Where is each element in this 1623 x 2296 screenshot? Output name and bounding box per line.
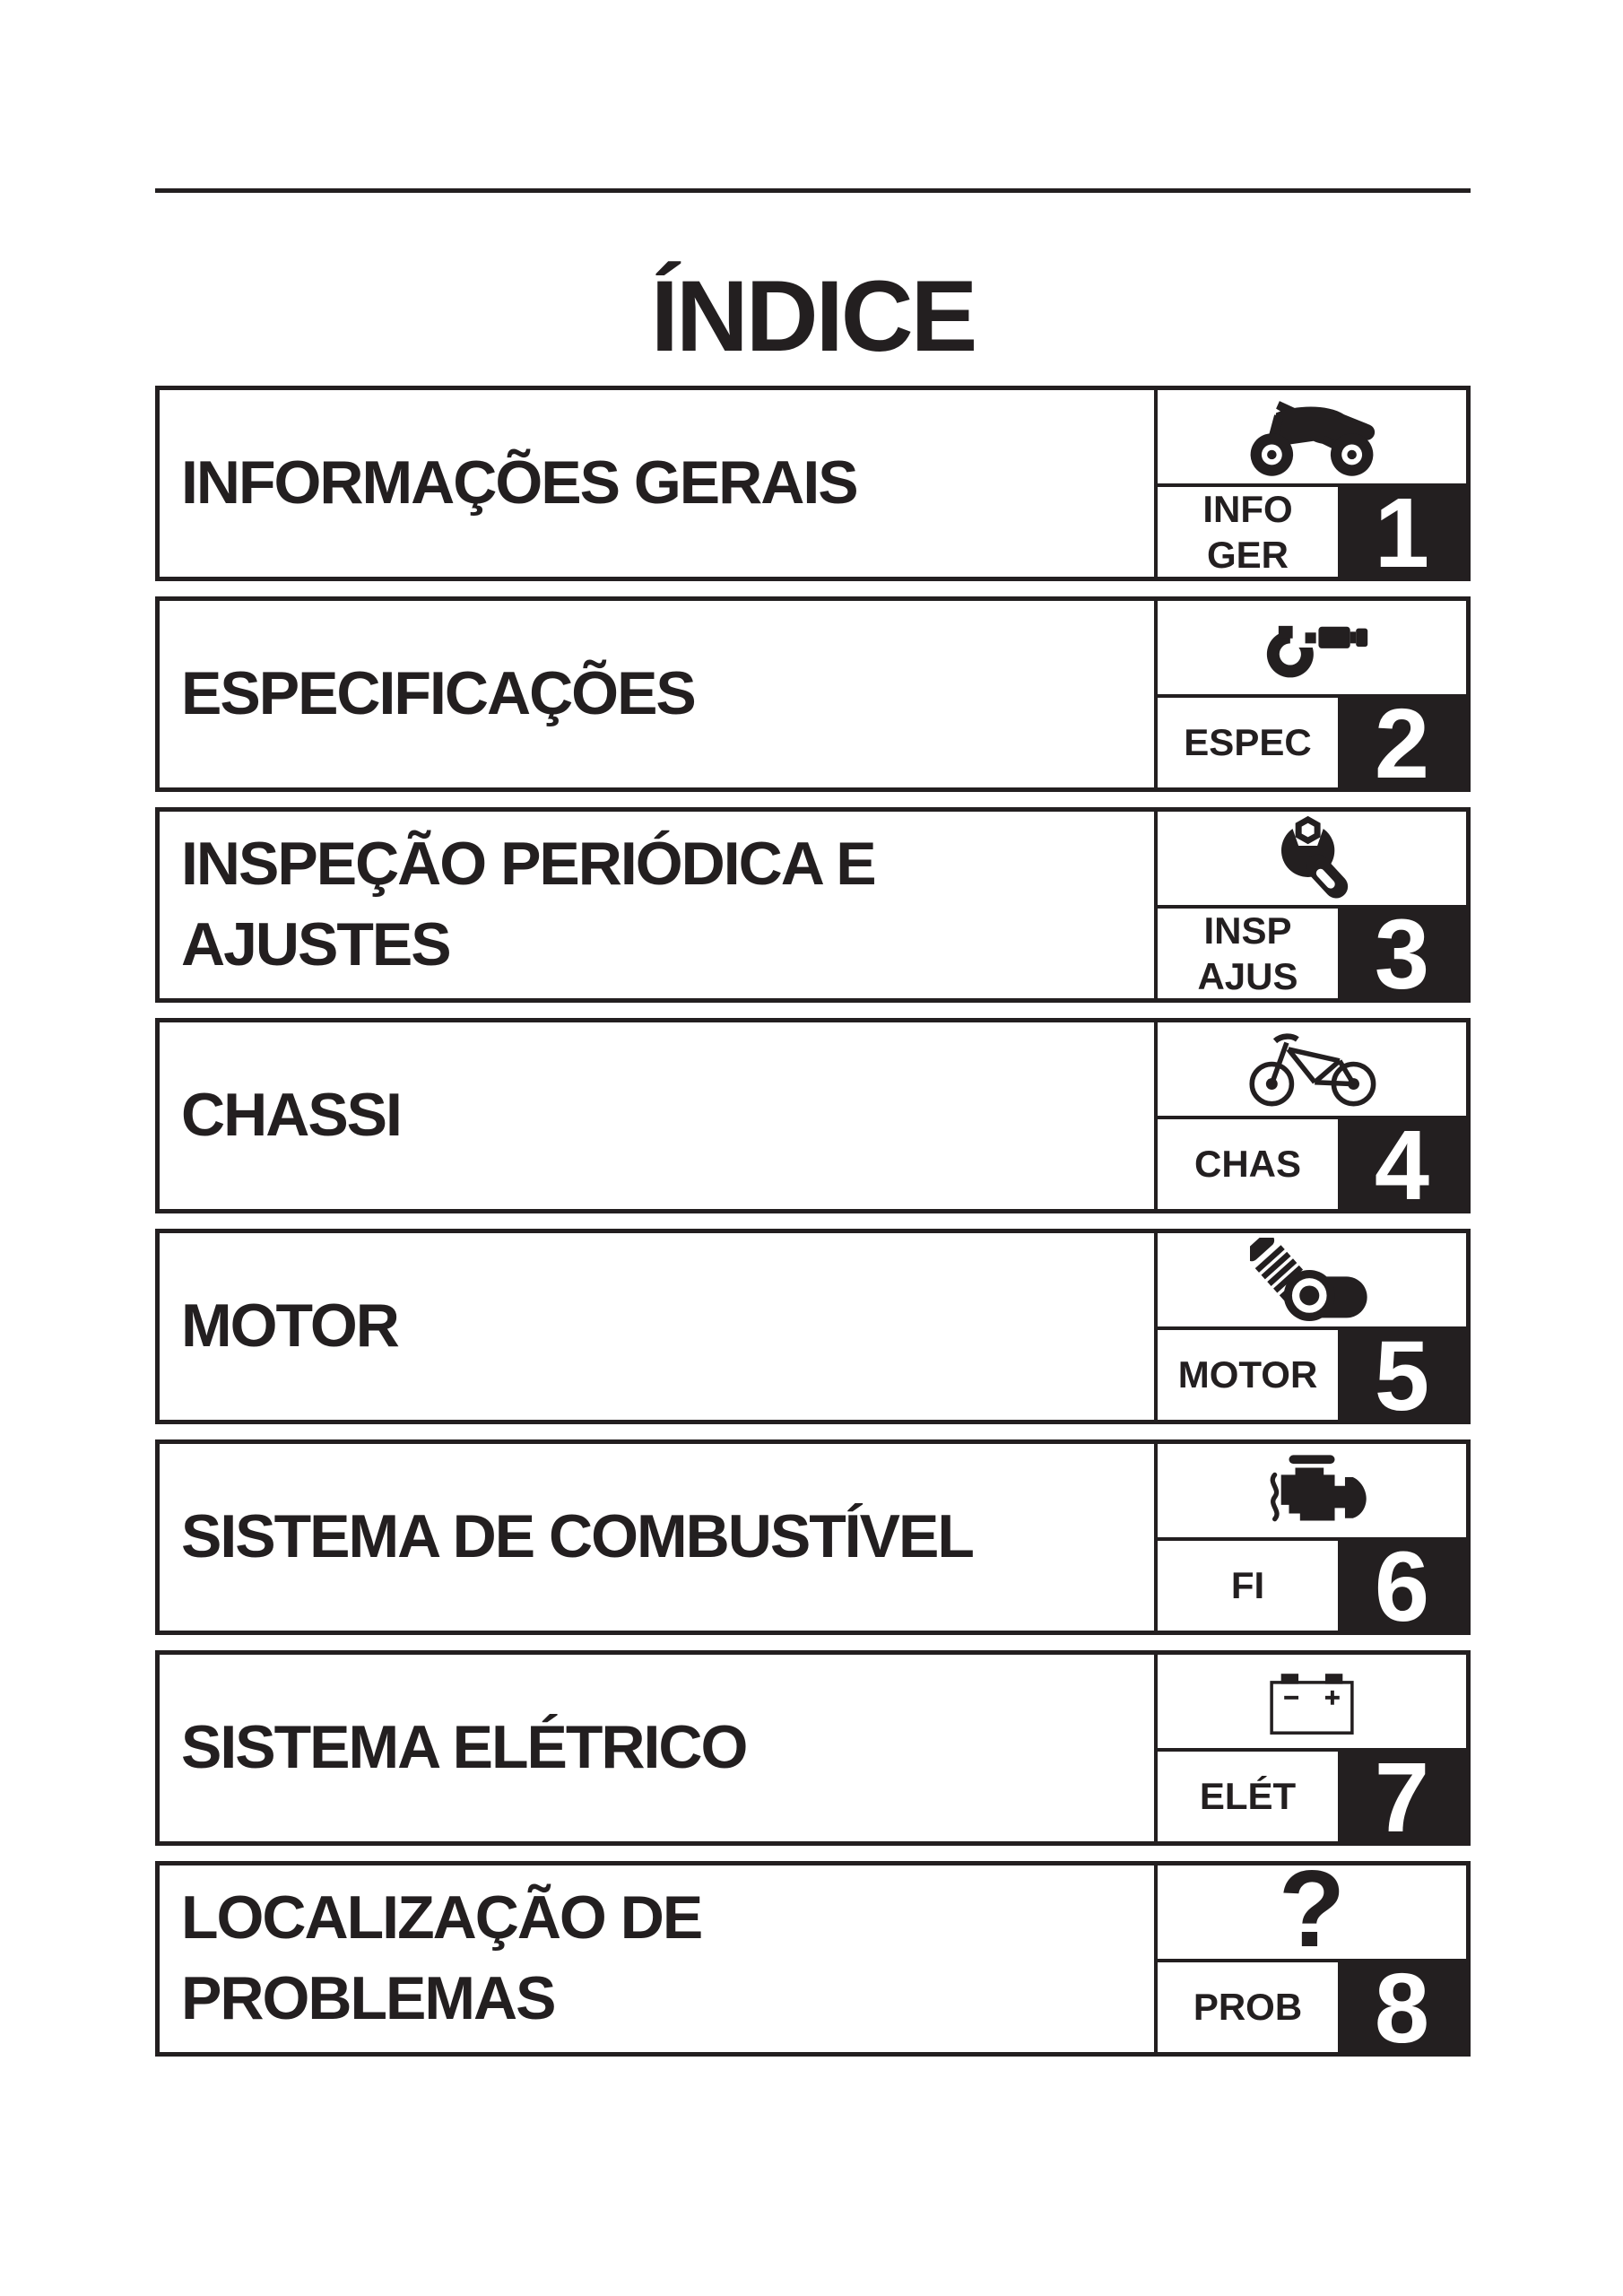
code-label: PROB xyxy=(1193,1986,1303,2029)
toc-row-sistema-combustivel: SISTEMA DE COMBUSTÍVEL FI xyxy=(155,1439,1471,1637)
chapter-tab: MOTOR 5 xyxy=(1154,1233,1466,1426)
code-label: MOTOR xyxy=(1177,1353,1318,1396)
label-row: ELÉT 7 xyxy=(1158,1748,1466,1848)
motorcycle-icon xyxy=(1250,401,1376,476)
chapter-number-box: 1 xyxy=(1338,484,1466,583)
code-label: ELÉT xyxy=(1199,1775,1297,1818)
title-rule xyxy=(155,188,1471,193)
icon-cell: ? xyxy=(1158,1866,1466,1959)
chapter-tab: ESPEC 2 xyxy=(1154,601,1466,794)
code-label: FI xyxy=(1230,1564,1265,1607)
chapter-tab: ? PROB 8 xyxy=(1154,1866,1466,2058)
chapter-number-box: 3 xyxy=(1338,906,1466,1004)
section-title: MOTOR xyxy=(181,1292,400,1361)
section-title: LOCALIZAÇÃO DE PROBLEMAS xyxy=(181,1883,703,2032)
section-title: INSPEÇÃO PERIÓDICA E AJUSTES xyxy=(181,830,877,978)
label-row: INSP AJUS 3 xyxy=(1158,905,1466,1004)
chapter-number: 3 xyxy=(1374,900,1430,1010)
chapter-number-box: 7 xyxy=(1338,1749,1466,1848)
chapter-number: 6 xyxy=(1374,1532,1430,1642)
chapter-number-box: 8 xyxy=(1338,1960,1466,2058)
section-title: SISTEMA DE COMBUSTÍVEL xyxy=(181,1502,975,1571)
section-title: SISTEMA ELÉTRICO xyxy=(181,1713,748,1782)
page-title: ÍNDICE xyxy=(650,260,978,373)
battery-icon xyxy=(1270,1674,1354,1735)
chapter-number-box: 5 xyxy=(1338,1327,1466,1426)
chapter-number-box: 2 xyxy=(1338,695,1466,794)
code-label: INSP AJUS xyxy=(1197,909,1298,997)
chapter-number-box: 6 xyxy=(1338,1538,1466,1637)
label-row: CHAS 4 xyxy=(1158,1116,1466,1215)
chapter-tab: INSP AJUS 3 xyxy=(1154,812,1466,1004)
toc-row-localizacao-problemas: LOCALIZAÇÃO DE PROBLEMAS ? PROB 8 xyxy=(155,1861,1471,2058)
toc-row-chassi: CHASSI xyxy=(155,1018,1471,1215)
engine-block-icon xyxy=(1270,1455,1367,1522)
icon-cell xyxy=(1158,1444,1466,1537)
section-title: CHASSI xyxy=(181,1081,403,1150)
icon-cell xyxy=(1158,390,1466,483)
section-title: ESPECIFICAÇÕES xyxy=(181,659,697,728)
engine-cylinder-icon xyxy=(1250,1238,1367,1321)
toc-row-motor: MOTOR xyxy=(155,1229,1471,1426)
chassis-bike-icon xyxy=(1249,1033,1376,1107)
label-row: FI 6 xyxy=(1158,1537,1466,1637)
icon-cell xyxy=(1158,1022,1466,1116)
micrometer-icon xyxy=(1266,622,1368,678)
wrench-nut-icon xyxy=(1280,814,1349,899)
code-label: CHAS xyxy=(1193,1143,1301,1186)
chapter-number: 4 xyxy=(1374,1110,1430,1221)
icon-cell xyxy=(1158,1233,1466,1326)
toc-row-informacoes-gerais: INFORMAÇÕES GERAIS xyxy=(155,386,1471,583)
icon-cell xyxy=(1158,601,1466,694)
icon-cell xyxy=(1158,812,1466,905)
toc-row-especificacoes: ESPECIFICAÇÕES xyxy=(155,596,1471,794)
chapter-tab: CHAS 4 xyxy=(1154,1022,1466,1215)
chapter-tab: FI 6 xyxy=(1154,1444,1466,1637)
label-row: ESPEC 2 xyxy=(1158,694,1466,794)
label-row: INFO GER 1 xyxy=(1158,483,1466,583)
chapter-number: 8 xyxy=(1374,1953,1430,2064)
code-label: ESPEC xyxy=(1184,721,1312,764)
chapter-number: 2 xyxy=(1374,689,1430,799)
toc-row-sistema-eletrico: SISTEMA ELÉTRICO xyxy=(155,1650,1471,1848)
chapter-tab: INFO GER 1 xyxy=(1154,390,1466,583)
question-mark-icon: ? xyxy=(1278,1866,1346,1959)
label-row: MOTOR 5 xyxy=(1158,1326,1466,1426)
chapter-number: 7 xyxy=(1374,1743,1430,1853)
chapter-number: 1 xyxy=(1374,478,1430,588)
chapter-tab: ELÉT 7 xyxy=(1154,1655,1466,1848)
code-label: INFO GER xyxy=(1202,487,1293,576)
chapter-number-box: 4 xyxy=(1338,1117,1466,1215)
chapter-number: 5 xyxy=(1374,1321,1430,1431)
icon-cell xyxy=(1158,1655,1466,1748)
label-row: PROB 8 xyxy=(1158,1959,1466,2058)
toc-row-inspecao-periodica: INSPEÇÃO PERIÓDICA E AJUSTES xyxy=(155,807,1471,1004)
section-title: INFORMAÇÕES GERAIS xyxy=(181,448,859,517)
